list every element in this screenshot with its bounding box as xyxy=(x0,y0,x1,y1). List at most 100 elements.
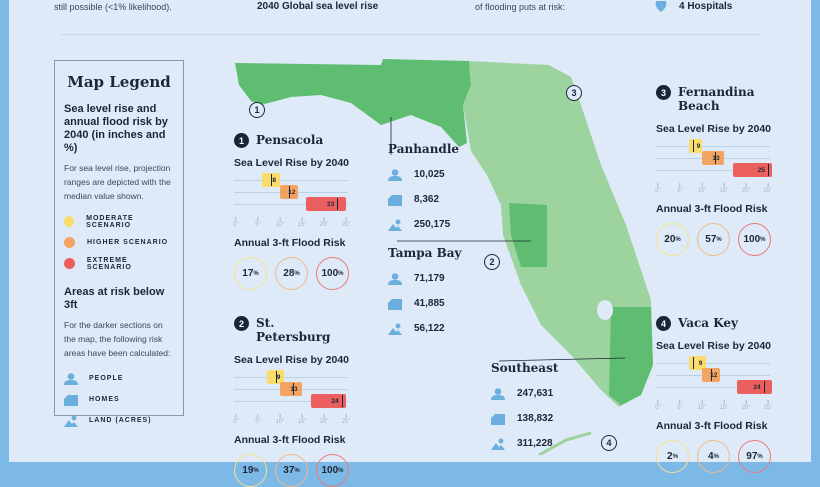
sea-level-rise-chart: 913 25 0" 5" 10" 15" 20" 25" xyxy=(655,139,774,195)
legend-risk-2: LAND (ACRES) xyxy=(64,410,174,431)
city-number-badge: 3 xyxy=(656,85,671,100)
axis-tick: 10" xyxy=(276,414,285,425)
scenario-dot-icon xyxy=(64,216,75,227)
person-icon xyxy=(388,273,402,285)
median-value: 8 xyxy=(272,176,276,184)
region-stat-homes: 8,362 xyxy=(388,187,478,212)
flood-risk-circle-1: 57% xyxy=(697,223,730,256)
flood-risk-circle-2: 100% xyxy=(316,257,349,290)
flood-risk-circle-2: 97% xyxy=(738,440,771,473)
infographic: still possible (<1% likelihood). 2040 Gl… xyxy=(9,0,811,487)
chart-gridline xyxy=(656,146,770,147)
median-marker xyxy=(337,198,339,210)
chart-gridline xyxy=(656,170,770,171)
land-icon xyxy=(491,438,505,450)
region-stat-land: 311,228 xyxy=(491,431,581,456)
city-title: 4 Vaca Key xyxy=(656,316,774,332)
axis-tick: 20" xyxy=(320,217,329,228)
percent-sign: % xyxy=(760,236,766,243)
region-stats-1: Tampa Bay 71,179 41,885 56,122 xyxy=(388,246,478,341)
bar-scenario-1: 12 xyxy=(280,185,298,199)
scenario-label: EXTREME SCENARIO xyxy=(86,256,132,271)
median-marker xyxy=(710,369,712,381)
median-value: 9 xyxy=(276,373,281,381)
scenario-label: MODERATE SCENARIO xyxy=(86,214,134,229)
map-marker-4[interactable]: 4 xyxy=(601,435,617,451)
bar-scenario-2: 25 xyxy=(732,163,773,177)
stat-value: 138,832 xyxy=(517,413,554,424)
bar-scenario-1: 13 xyxy=(702,151,724,165)
axis-tick: 20" xyxy=(742,183,751,194)
home-icon xyxy=(388,298,402,310)
median-value: 25 xyxy=(757,166,765,174)
map-southeast-region xyxy=(609,307,653,405)
percent-sign: % xyxy=(716,236,722,243)
flood-risk-value: 97 xyxy=(746,451,758,462)
city-number-badge: 2 xyxy=(234,316,249,331)
median-marker xyxy=(271,174,273,186)
flood-risk-label: Annual 3-ft Flood Risk xyxy=(234,237,346,249)
sea-level-rise-label: Sea Level Rise by 2040 xyxy=(234,157,349,169)
flood-risk-circle-0: 2% xyxy=(656,440,689,473)
median-marker xyxy=(341,395,343,407)
city-name: Vaca Key xyxy=(678,316,739,330)
region-stat-people: 71,179 xyxy=(388,266,478,291)
axis-tick: 15" xyxy=(298,414,307,425)
flood-risk-circle-0: 19% xyxy=(234,454,267,487)
stat-value: 8,362 xyxy=(414,194,440,205)
chart-gridline xyxy=(656,363,770,364)
florida-map xyxy=(235,59,653,455)
stat-value: 56,122 xyxy=(414,323,445,334)
map-marker-3[interactable]: 3 xyxy=(566,85,582,101)
region-stats-2: Southeast 247,631 138,832 311,228 xyxy=(491,361,581,456)
hospital-icon xyxy=(655,0,667,18)
percent-sign: % xyxy=(338,467,344,474)
map-marker-2[interactable]: 2 xyxy=(484,254,500,270)
home-icon xyxy=(64,394,78,406)
legend-risk-1: HOMES xyxy=(64,389,174,410)
city-panel-3: 4 Vaca Key Sea Level Rise by 2040 9 12 24 0" 5"… xyxy=(655,316,774,473)
median-value: 24 xyxy=(753,383,761,391)
legend-scenario-1: HIGHER SCENARIO xyxy=(64,232,174,253)
axis-tick: 20" xyxy=(742,400,751,411)
bar-scenario-0: 8 xyxy=(262,173,280,187)
axis-tick: 0" xyxy=(655,400,660,411)
chart-gridline xyxy=(234,180,348,181)
chart-gridline xyxy=(234,204,348,205)
median-value: 12 xyxy=(288,188,296,196)
axis-tick: 20" xyxy=(320,414,329,425)
flood-risk-circle-1: 28% xyxy=(275,257,308,290)
sea-level-rise-chart: 8 12 23 0" 5" 10" 15" 20" 25" xyxy=(233,173,352,229)
flood-risk-label: Annual 3-ft Flood Risk xyxy=(234,434,346,446)
median-value: 9 xyxy=(696,142,701,150)
axis-tick: 25" xyxy=(764,183,773,194)
median-marker xyxy=(288,186,290,198)
legend-scenario-0: MODERATE SCENARIO xyxy=(64,211,174,232)
axis-tick: 0" xyxy=(233,217,238,228)
bar-scenario-1: 12 xyxy=(702,368,720,382)
axis-tick: 25" xyxy=(764,400,773,411)
percent-sign: % xyxy=(253,270,259,277)
top-center-text: 2040 Global sea level rise xyxy=(257,1,379,12)
axis-tick: 10" xyxy=(698,400,707,411)
sea-level-rise-label: Sea Level Rise by 2040 xyxy=(656,123,771,135)
sea-level-rise-label: Sea Level Rise by 2040 xyxy=(656,340,771,352)
city-panel-0: 1 Pensacola Sea Level Rise by 2040 8 12 23 0" 5… xyxy=(233,133,352,290)
median-value: 9 xyxy=(698,359,703,367)
median-marker xyxy=(693,357,695,369)
city-title: 2 St. Petersburg xyxy=(234,316,352,346)
map-marker-1[interactable]: 1 xyxy=(249,102,265,118)
chart-gridline xyxy=(234,401,348,402)
flood-risk-value: 100 xyxy=(321,465,339,476)
city-title: 3 Fernandina Beach xyxy=(656,85,774,115)
scenario-dot-icon xyxy=(64,258,75,269)
stat-value: 41,885 xyxy=(414,298,445,309)
land-icon xyxy=(388,219,402,231)
median-value: 24 xyxy=(331,397,339,405)
city-number-badge: 1 xyxy=(234,133,249,148)
land-icon xyxy=(388,323,402,335)
scenario-label: HIGHER SCENARIO xyxy=(87,239,169,246)
flood-risk-value: 19 xyxy=(242,465,254,476)
flood-risk-value: 100 xyxy=(743,234,761,245)
percent-sign: % xyxy=(672,453,678,460)
